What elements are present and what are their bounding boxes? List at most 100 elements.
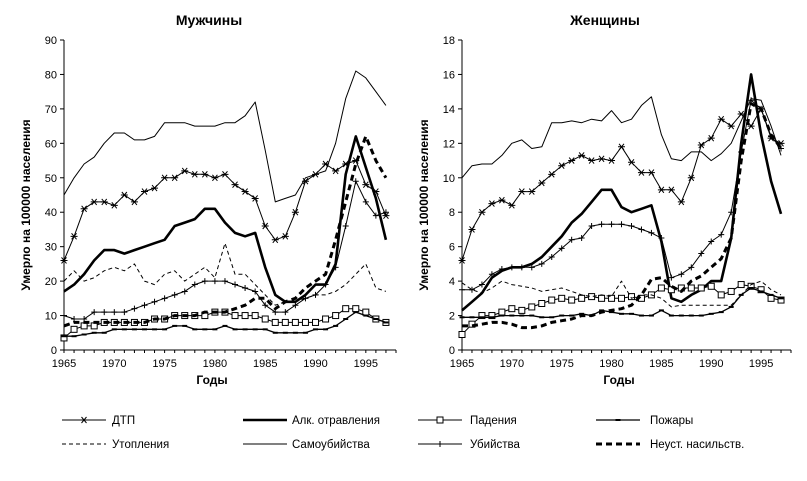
data-point	[598, 155, 606, 163]
data-point	[352, 305, 360, 313]
y-tick-label: 90	[45, 35, 57, 47]
legend-item: Утопления	[62, 439, 169, 451]
data-point	[488, 200, 496, 207]
legend-marker	[436, 416, 444, 424]
data-point	[191, 281, 198, 288]
data-point	[657, 186, 665, 194]
x-tick-label: 1995	[749, 358, 773, 370]
y-tick-label: 14	[443, 104, 455, 116]
data-point	[459, 286, 465, 293]
data-point	[80, 205, 88, 213]
x-tick-label: 1980	[599, 358, 623, 370]
legend-marker	[80, 416, 88, 424]
data-point	[221, 278, 228, 285]
data-point	[221, 171, 229, 178]
legend-label: Неуст. насильств.	[650, 439, 744, 451]
data-point	[518, 306, 526, 314]
y-axis-label: Умерло на 100000 населения	[417, 119, 431, 290]
data-point	[488, 271, 495, 278]
data-point	[70, 233, 78, 240]
data-point	[332, 264, 339, 271]
legend-label: Самоубийства	[292, 439, 370, 451]
data-point	[291, 318, 299, 326]
data-point	[130, 198, 138, 206]
data-point	[60, 257, 68, 264]
data-point	[637, 169, 645, 176]
y-tick-label: 18	[443, 35, 455, 47]
data-point	[548, 171, 556, 178]
x-tick-label: 1975	[152, 358, 176, 370]
data-point	[608, 294, 616, 302]
data-point	[241, 188, 249, 195]
x-tick-label: 1970	[102, 358, 126, 370]
data-point	[508, 305, 516, 313]
data-point	[458, 331, 466, 338]
data-point	[498, 196, 506, 204]
x-tick-label: 1970	[500, 358, 524, 370]
data-point	[322, 315, 330, 323]
data-point	[747, 282, 755, 290]
data-point	[120, 191, 128, 199]
data-point	[777, 296, 785, 304]
data-point	[241, 312, 249, 320]
data-point	[111, 309, 118, 316]
y-tick-label: 0	[449, 345, 455, 357]
data-point	[251, 195, 259, 202]
data-point	[528, 264, 535, 271]
x-tick-label: 1965	[52, 358, 76, 370]
data-point	[151, 184, 159, 192]
series-line	[461, 73, 783, 312]
legend-label: Алк. отравления	[292, 415, 380, 427]
data-point	[332, 167, 340, 175]
data-point	[312, 318, 320, 326]
data-point	[171, 291, 178, 298]
data-point	[251, 312, 259, 320]
data-point	[342, 305, 350, 313]
data-point	[737, 281, 745, 289]
data-point	[301, 318, 309, 326]
series-bold-dashed	[63, 134, 388, 328]
data-point	[161, 174, 169, 182]
series-line	[462, 102, 783, 330]
data-point	[352, 178, 359, 185]
data-point	[271, 236, 279, 244]
data-point	[382, 212, 390, 219]
data-point	[140, 188, 148, 195]
data-point	[568, 157, 576, 164]
data-point	[707, 282, 715, 290]
data-point	[708, 238, 715, 245]
data-point	[121, 309, 128, 316]
data-point	[90, 198, 98, 206]
data-point	[627, 293, 635, 301]
legend: ДТП Алк. отравления Падения Пожары Утопления…	[62, 415, 744, 451]
series-square	[458, 281, 785, 338]
data-point	[281, 318, 289, 326]
data-point	[618, 143, 626, 151]
y-tick-label: 80	[45, 69, 57, 81]
data-point	[588, 223, 595, 229]
legend-label: ДТП	[112, 415, 135, 427]
data-point	[588, 293, 596, 301]
data-point	[508, 202, 516, 209]
data-point	[667, 186, 675, 194]
data-point	[598, 294, 606, 302]
legend-item: Падения	[418, 415, 517, 427]
chart-women: Женщины 0 2 4 6 8 10 12 14 16 18 1965 1970 1975 1980 19…	[417, 12, 792, 387]
data-point	[302, 295, 309, 302]
data-point	[687, 174, 695, 182]
data-point	[578, 152, 586, 159]
x-tick-label: 1985	[649, 358, 673, 370]
series-plain	[461, 96, 782, 179]
series-dashed	[461, 280, 782, 308]
y-tick-label: 6	[449, 242, 455, 254]
data-point	[292, 302, 299, 309]
x-axis-label: Годы	[603, 373, 634, 387]
data-point	[727, 122, 735, 130]
data-point	[478, 281, 485, 288]
data-point	[538, 260, 545, 267]
data-point	[131, 305, 138, 312]
legend-item: Убийства	[418, 439, 520, 451]
data-point	[727, 287, 735, 295]
series-asterisk	[458, 105, 785, 264]
y-tick-label: 10	[45, 311, 57, 323]
